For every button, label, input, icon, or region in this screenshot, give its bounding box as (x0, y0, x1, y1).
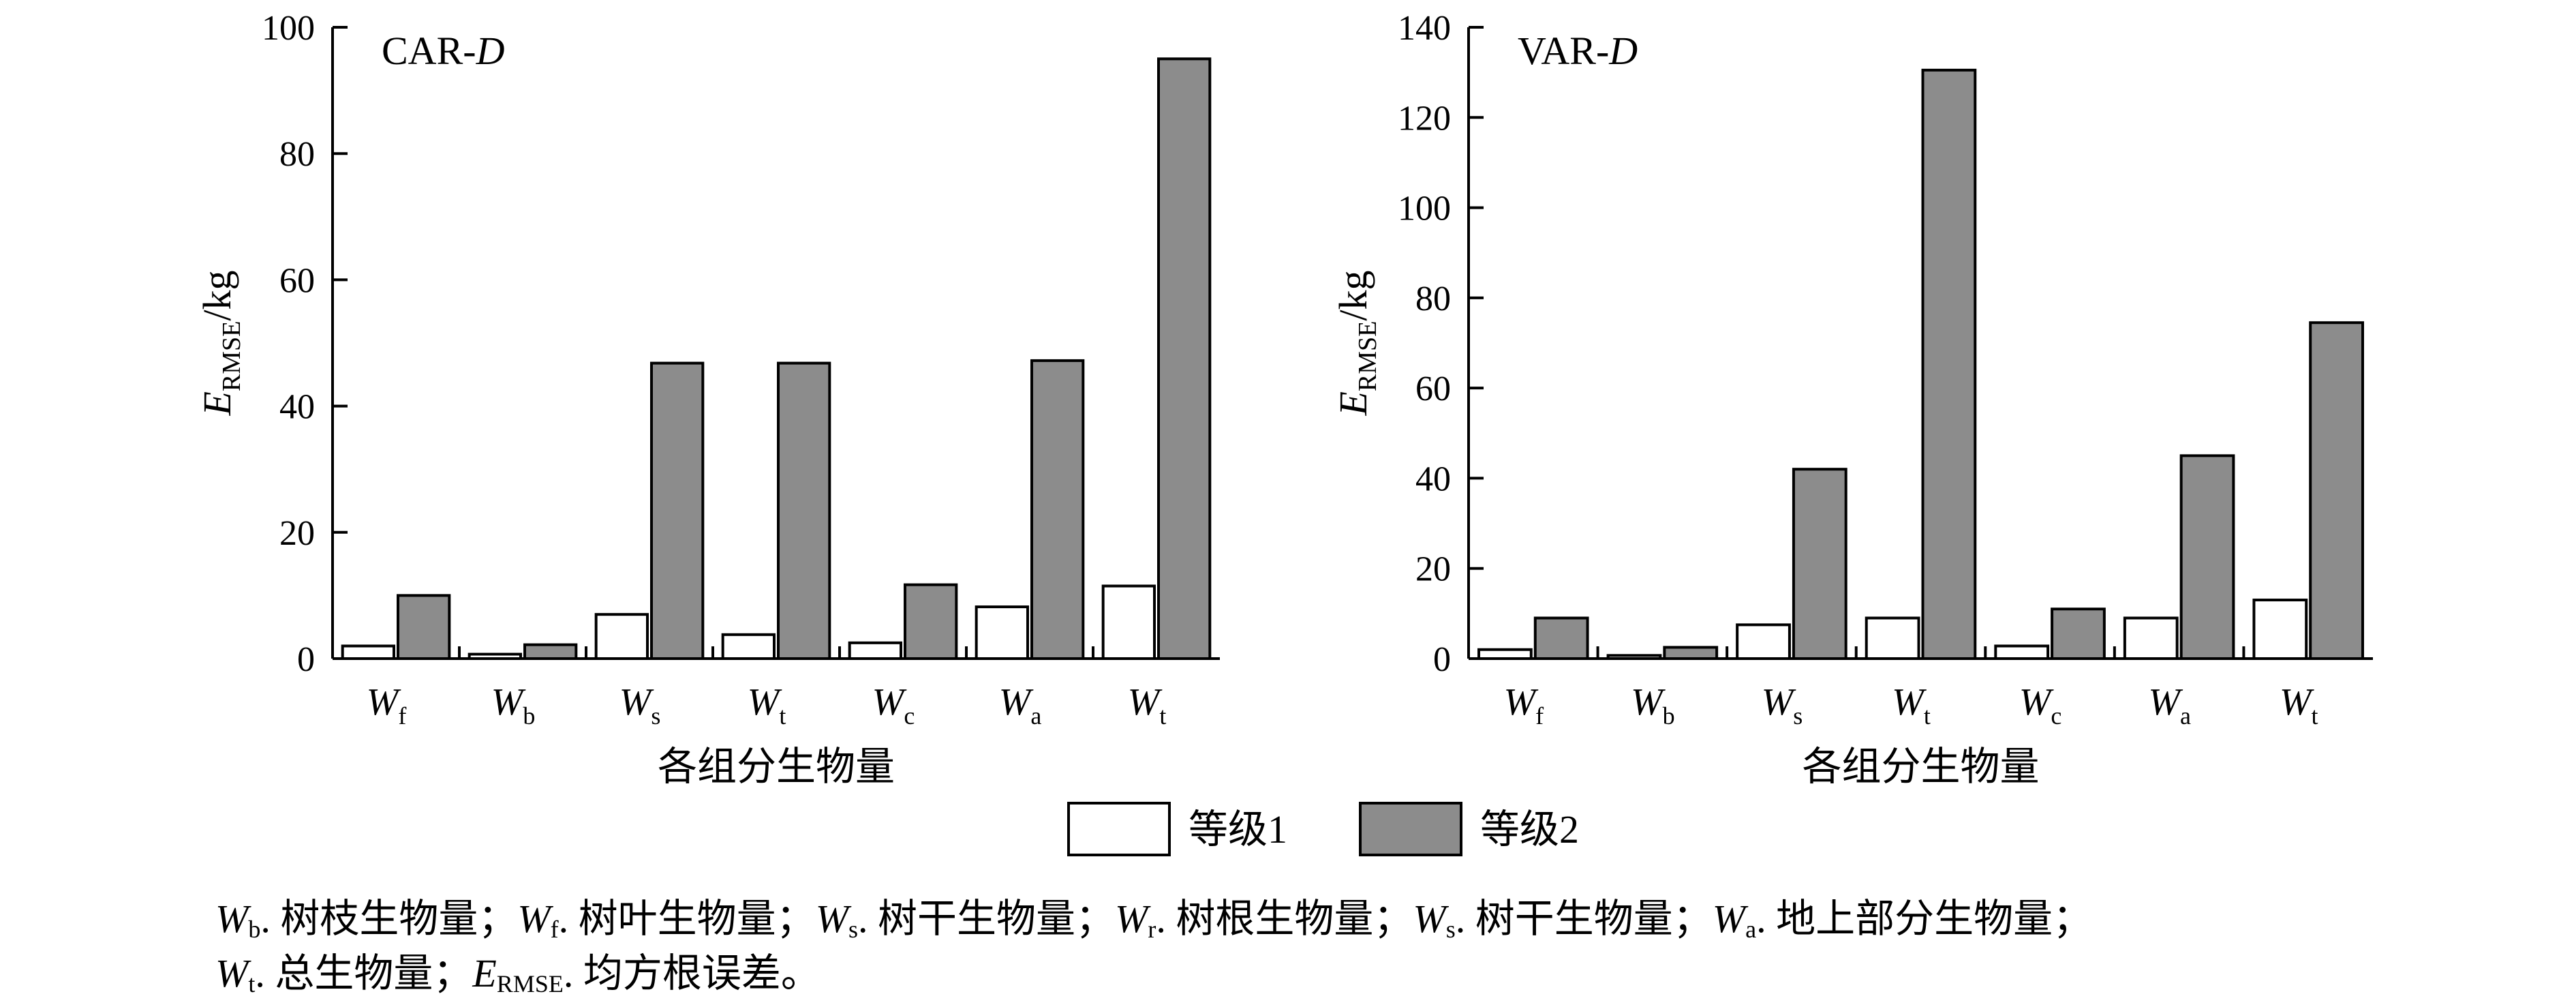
y-tick-label: 0 (297, 640, 315, 679)
y-tick-label: 80 (1415, 280, 1451, 318)
y-tick-label: 40 (279, 388, 315, 427)
x-tick-label: Wf (1503, 681, 1544, 730)
y-tick-label: 120 (1398, 99, 1451, 138)
bar-level1-wa (2123, 616, 2179, 661)
bar-level1-wb (1606, 654, 1662, 660)
bar-level2-wa (2179, 454, 2235, 660)
legend-label-2: 等级2 (1480, 807, 1579, 852)
x-tick-label: Wt (2280, 681, 2318, 730)
bar-level2-wa (1030, 359, 1085, 660)
bar-level2-wc (904, 583, 958, 661)
y-tick-label: 140 (1398, 9, 1451, 48)
legend-swatch-2 (1359, 802, 1462, 856)
bar-level2-wt (1921, 68, 1977, 661)
bar-level2-wt (2309, 321, 2364, 660)
bar-level2-wt (1157, 57, 1212, 661)
chart-panel-car-d: 0 20 40 60 80 100 Wf Wb Ws Wt Wc Wa Wt 各组分生物量 ERMSE/kg… (195, 9, 1220, 789)
bar-level1-wt (2252, 599, 2308, 660)
x-tick-label: Ws (619, 681, 661, 730)
x-tick-label: Wf (367, 681, 407, 730)
bar-level1-wt (1101, 584, 1156, 661)
chart-panel-var-d: 0 20 40 60 80 100 120 140 Wf Wb Ws Wt Wc Wa Wt 各组分生物量 ER… (1331, 9, 2373, 789)
figure-caption: Wb. 树枝生物量；Wf. 树叶生物量；Ws. 树干生物量；Wr. 树根生物量；… (215, 892, 2546, 1001)
y-tick-label: 20 (1415, 550, 1451, 589)
panel-label: VAR-D (1518, 29, 1638, 73)
bar-level2-wc (2051, 607, 2106, 660)
bar-level2-ws (650, 361, 705, 661)
bar-level1-ws (1736, 623, 1791, 661)
y-tick-label: 100 (262, 9, 315, 48)
caption-line-1: Wb. 树枝生物量；Wf. 树叶生物量；Ws. 树干生物量；Wr. 树根生物量；… (215, 897, 2093, 943)
bar-level2-wf (397, 594, 451, 661)
bar-level2-wb (1663, 646, 1719, 661)
bar-level1-wa (975, 605, 1030, 660)
x-tick-label: Wc (872, 681, 915, 730)
x-tick-label: Wt (1128, 681, 1167, 730)
y-tick-label: 60 (279, 261, 315, 300)
bar-level1-wc (1994, 644, 2050, 660)
y-tick-label: 0 (1433, 640, 1451, 679)
bar-level2-wf (1533, 616, 1589, 661)
legend: 等级1 等级2 (1067, 802, 1579, 856)
x-tick-label: Wc (2019, 681, 2062, 730)
bar-level2-ws (1792, 468, 1847, 660)
y-tick-label: 20 (279, 514, 315, 553)
bar-level1-wf (1477, 648, 1533, 660)
caption-line-2: Wt. 总生物量；ERMSE. 均方根误差。 (215, 951, 821, 997)
y-tick-label: 40 (1415, 460, 1451, 498)
x-axis-title: 各组分生物量 (1802, 745, 2039, 789)
x-tick-label: Ws (1762, 681, 1803, 730)
x-tick-label: Wt (748, 681, 786, 730)
y-axis-title: ERMSE/kg (195, 270, 246, 416)
bar-level2-wb (523, 643, 578, 660)
bar-level2-wt (777, 361, 831, 661)
y-tick-label: 80 (279, 135, 315, 174)
x-tick-label: Wa (2148, 681, 2191, 730)
bar-level1-wt (721, 633, 776, 661)
x-axis-title: 各组分生物量 (658, 745, 895, 789)
legend-swatch-1 (1067, 802, 1171, 856)
panel-label: CAR-D (382, 29, 505, 73)
bar-level1-wc (848, 641, 903, 660)
x-tick-label: Wb (1631, 681, 1675, 730)
x-tick-label: Wa (999, 681, 1042, 730)
bar-level1-wt (1865, 616, 1920, 661)
y-tick-label: 60 (1415, 370, 1451, 408)
bar-level1-wb (467, 652, 522, 661)
legend-label-1: 等级1 (1189, 807, 1287, 852)
x-tick-label: Wt (1892, 681, 1931, 730)
x-tick-label: Wb (491, 681, 536, 730)
y-axis-title: ERMSE/kg (1331, 270, 1382, 416)
bar-level1-ws (594, 613, 649, 660)
bar-level1-wf (341, 644, 396, 660)
y-tick-label: 100 (1398, 190, 1451, 228)
